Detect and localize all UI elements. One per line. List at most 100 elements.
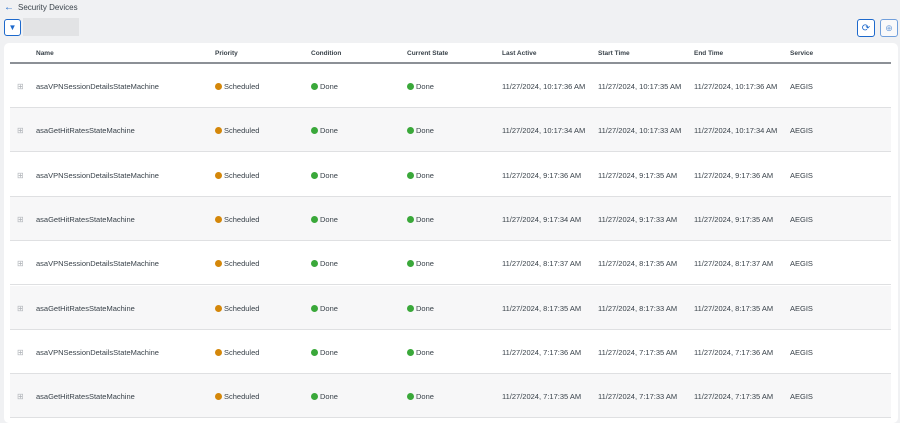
column-header[interactable]: End Time xyxy=(694,50,724,57)
filter-button[interactable]: ▼ xyxy=(4,19,21,36)
status-dot-icon xyxy=(311,215,318,223)
status-dot-icon xyxy=(215,304,222,312)
back-link[interactable]: ← Security Devices xyxy=(4,2,78,13)
cell-text: 11/27/2024, 8:17:37 AM xyxy=(502,259,582,269)
refresh-button[interactable]: ⟳ xyxy=(857,19,875,37)
cell-priority: Scheduled xyxy=(215,215,259,224)
expand-row-icon[interactable]: ⊞ xyxy=(17,82,24,91)
cell-priority: Scheduled xyxy=(215,348,259,357)
expand-row-icon[interactable]: ⊞ xyxy=(17,259,24,269)
cell-text: Done xyxy=(416,347,434,357)
cell-last-active: 11/27/2024, 7:17:35 AM xyxy=(502,392,581,401)
table-row[interactable]: ⊞ asaVPNSessionDetailsStateMachine Schedul… xyxy=(10,241,891,286)
expand-row-icon[interactable]: ⊞ xyxy=(17,392,24,402)
cell-end: 11/27/2024, 10:17:36 AM xyxy=(694,82,777,91)
table-row[interactable]: ⊞ asaVPNSessionDetailsStateMachine Schedul… xyxy=(10,330,891,374)
expand-row-icon[interactable]: ⊞ xyxy=(17,347,24,357)
cell-priority: Scheduled xyxy=(215,304,259,313)
status-dot-icon xyxy=(311,348,318,356)
cell-text: asaGetHitRatesStateMachine xyxy=(36,303,135,313)
cell-service: AEGIS xyxy=(790,82,813,91)
cell-service: AEGIS xyxy=(790,392,813,401)
cell-condition: Done xyxy=(311,259,338,268)
table-row[interactable]: ⊞ asaVPNSessionDetailsStateMachine Schedul… xyxy=(10,153,891,197)
status-dot-icon xyxy=(311,304,318,312)
cell-state: Done xyxy=(407,348,434,357)
cell-name: asaGetHitRatesStateMachine xyxy=(36,392,135,401)
cell-text: Done xyxy=(416,126,434,136)
column-header[interactable]: Condition xyxy=(311,50,342,57)
cell-text: Scheduled xyxy=(224,259,260,269)
cell-text: 11/27/2024, 10:17:34 AM xyxy=(502,126,586,136)
cell-text: Done xyxy=(320,170,338,180)
table-row[interactable]: ⊞ asaGetHitRatesStateMachine Scheduled Done… xyxy=(10,108,891,153)
status-dot-icon xyxy=(215,127,222,135)
cell-text: Done xyxy=(416,82,434,91)
status-dot-icon xyxy=(407,260,414,268)
column-header[interactable]: Name xyxy=(36,50,54,57)
column-header[interactable]: Priority xyxy=(215,50,238,57)
cell-state: Done xyxy=(407,304,434,313)
cell-text: 11/27/2024, 7:17:36 AM xyxy=(694,347,774,357)
cell-text: Done xyxy=(416,303,434,313)
cell-text: AEGIS xyxy=(790,347,813,357)
table-row[interactable]: ⊞ asaGetHitRatesStateMachine Scheduled Done… xyxy=(10,285,891,330)
cell-start: 11/27/2024, 7:17:33 AM xyxy=(598,392,677,401)
cell-text: Done xyxy=(416,214,434,224)
cell-priority: Scheduled xyxy=(215,82,259,91)
cell-name: asaGetHitRatesStateMachine xyxy=(36,304,135,313)
cell-state: Done xyxy=(407,171,434,180)
cell-text: AEGIS xyxy=(790,170,813,180)
cell-condition: Done xyxy=(311,126,338,135)
cell-text: Done xyxy=(416,170,434,180)
column-header[interactable]: Service xyxy=(790,50,814,57)
cell-text: 11/27/2024, 8:17:35 AM xyxy=(598,259,678,269)
cell-text: AEGIS xyxy=(790,82,813,91)
cell-condition: Done xyxy=(311,171,338,180)
download-icon: ⊕ xyxy=(885,22,893,33)
cell-last-active: 11/27/2024, 9:17:36 AM xyxy=(502,171,581,180)
cell-start: 11/27/2024, 8:17:35 AM xyxy=(598,259,677,268)
download-button[interactable]: ⊕ xyxy=(880,19,898,37)
cell-text: Scheduled xyxy=(224,82,260,91)
cell-start: 11/27/2024, 8:17:33 AM xyxy=(598,304,677,313)
cell-priority: Scheduled xyxy=(215,259,259,268)
table-row[interactable]: ⊞ asaGetHitRatesStateMachine Scheduled Done… xyxy=(10,374,891,419)
cell-text: 11/27/2024, 10:17:33 AM xyxy=(598,126,682,136)
cell-text: AEGIS xyxy=(790,392,813,402)
status-dot-icon xyxy=(215,83,222,90)
cell-name: asaVPNSessionDetailsStateMachine xyxy=(36,259,159,268)
column-header[interactable]: Last Active xyxy=(502,50,537,57)
expand-row-icon[interactable]: ⊞ xyxy=(17,126,24,136)
table-row[interactable]: ⊞ asaVPNSessionDetailsStateMachine Schedul… xyxy=(10,64,891,108)
cell-text: Done xyxy=(320,259,338,269)
cell-state: Done xyxy=(407,82,434,91)
cell-condition: Done xyxy=(311,82,338,91)
cell-text: Scheduled xyxy=(224,170,260,180)
cell-text: Scheduled xyxy=(224,214,260,224)
cell-name: asaGetHitRatesStateMachine xyxy=(36,126,135,135)
column-header[interactable]: Current State xyxy=(407,50,449,57)
cell-start: 11/27/2024, 7:17:35 AM xyxy=(598,348,677,357)
cell-text: asaGetHitRatesStateMachine xyxy=(36,126,135,136)
status-dot-icon xyxy=(311,83,318,90)
table-row[interactable]: ⊞ asaGetHitRatesStateMachine Scheduled Done… xyxy=(10,196,891,241)
refresh-icon: ⟳ xyxy=(861,22,871,34)
cell-text: 11/27/2024, 10:17:36 AM xyxy=(694,82,778,91)
expand-row-icon[interactable]: ⊞ xyxy=(17,170,24,180)
cell-condition: Done xyxy=(311,348,338,357)
cell-end: 11/27/2024, 9:17:36 AM xyxy=(694,171,773,180)
cell-end: 11/27/2024, 10:17:34 AM xyxy=(694,126,777,135)
expand-row-icon[interactable]: ⊞ xyxy=(17,303,24,313)
cell-text: 11/27/2024, 8:17:37 AM xyxy=(694,259,774,269)
cell-condition: Done xyxy=(311,392,338,401)
status-dot-icon xyxy=(215,215,222,223)
cell-service: AEGIS xyxy=(790,215,813,224)
cell-name: asaVPNSessionDetailsStateMachine xyxy=(36,171,159,180)
expand-row-icon[interactable]: ⊞ xyxy=(17,214,24,224)
status-dot-icon xyxy=(407,215,414,223)
cell-name: asaGetHitRatesStateMachine xyxy=(36,215,135,224)
filter-icon: ▼ xyxy=(8,23,17,32)
cell-service: AEGIS xyxy=(790,304,813,313)
column-header[interactable]: Start Time xyxy=(598,50,630,57)
